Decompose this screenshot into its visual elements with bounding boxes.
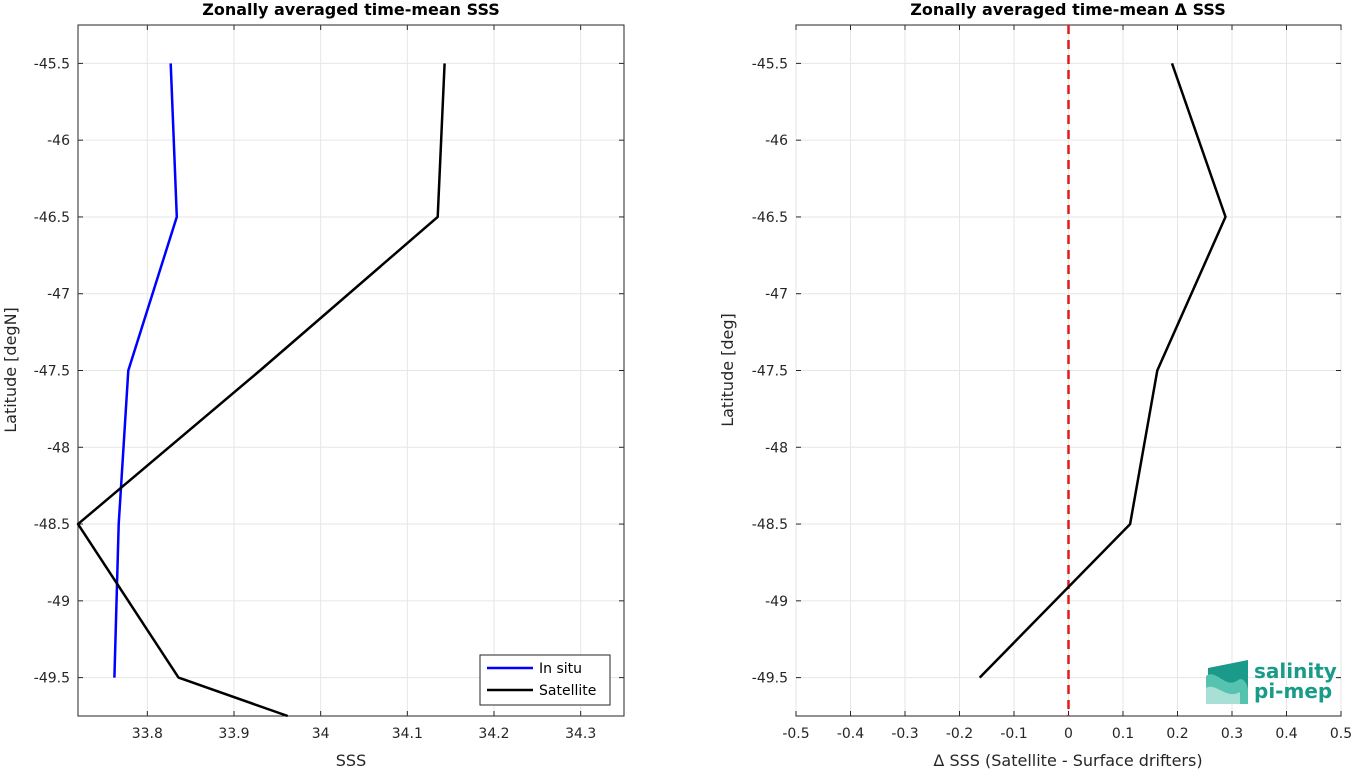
y-tick-label: -48 bbox=[47, 440, 70, 456]
y-tick-label: -46.5 bbox=[752, 210, 788, 226]
legend-box bbox=[479, 654, 611, 706]
x-tick-label: -0.3 bbox=[891, 726, 918, 742]
y-tick-label: -49.5 bbox=[752, 671, 788, 687]
x-tick-label: 34 bbox=[312, 726, 330, 742]
x-tick-label: -0.1 bbox=[1000, 726, 1027, 742]
x-tick-label: 34.3 bbox=[565, 726, 596, 742]
sss-x-axis-label: SSS bbox=[336, 751, 366, 769]
wave-icon bbox=[1206, 660, 1248, 704]
y-tick-label: -45.5 bbox=[752, 56, 788, 72]
sss-gridlines bbox=[78, 25, 624, 716]
x-tick-label: 33.9 bbox=[218, 726, 249, 742]
delta-sss-series-lines bbox=[978, 25, 1227, 716]
y-tick-label: -48 bbox=[765, 440, 788, 456]
y-tick-label: -49.5 bbox=[34, 671, 70, 687]
x-tick-label: 34.2 bbox=[478, 726, 509, 742]
x-tick-label: 34.1 bbox=[392, 726, 423, 742]
y-tick-label: -48.5 bbox=[34, 517, 70, 533]
delta-sss-chart-title: Zonally averaged time-mean Δ SSS bbox=[910, 0, 1226, 19]
sss-series-lines bbox=[76, 63, 446, 718]
x-tick-label: 0.3 bbox=[1221, 726, 1243, 742]
y-tick-label: -45.5 bbox=[34, 56, 70, 72]
y-tick-label: -47 bbox=[47, 287, 70, 303]
y-tick-label: -47.5 bbox=[34, 364, 70, 380]
y-tick-label: -48.5 bbox=[752, 517, 788, 533]
sss-chart-title: Zonally averaged time-mean SSS bbox=[202, 0, 500, 19]
x-tick-label: 0 bbox=[1064, 726, 1073, 742]
y-tick-label: -46.5 bbox=[34, 210, 70, 226]
x-tick-label: 0.1 bbox=[1112, 726, 1134, 742]
delta-sss-panel: Zonally averaged time-mean Δ SSS -0.5 -0.… bbox=[718, 0, 1352, 769]
y-tick-label: -46 bbox=[47, 133, 70, 149]
x-tick-label: 33.8 bbox=[132, 726, 163, 742]
legend-label-in-situ: In situ bbox=[539, 661, 582, 677]
x-tick-label: 0.4 bbox=[1275, 726, 1297, 742]
delta-sss-x-axis-label: Δ SSS (Satellite - Surface drifters) bbox=[933, 751, 1202, 769]
legend-label-satellite: Satellite bbox=[539, 683, 596, 699]
y-tick-label: -47 bbox=[765, 287, 788, 303]
x-tick-label: -0.4 bbox=[837, 726, 864, 742]
delta-sss-x-tick-labels: -0.5 -0.4 -0.3 -0.2 -0.1 0 0.1 0.2 0.3 0.4 0.5 bbox=[782, 726, 1352, 742]
logo-text-line2: pi-mep bbox=[1254, 679, 1332, 703]
y-tick-label: -47.5 bbox=[752, 364, 788, 380]
x-tick-label: -0.2 bbox=[946, 726, 973, 742]
y-tick-label: -49 bbox=[47, 594, 70, 610]
legend: In situ Satellite bbox=[479, 654, 611, 706]
x-tick-label: -0.5 bbox=[782, 726, 809, 742]
series-line-delta-sss bbox=[978, 62, 1227, 679]
logo-text-line1: salinity bbox=[1254, 659, 1337, 683]
delta-sss-y-tick-labels: -45.5 -46 -46.5 -47 -47.5 -48 -48.5 -49 -49.5 bbox=[752, 56, 788, 686]
salinity-pi-mep-logo: salinity pi-mep bbox=[1206, 659, 1337, 704]
sss-x-tick-labels: 33.8 33.9 34 34.1 34.2 34.3 bbox=[132, 726, 597, 742]
x-tick-label: 0.2 bbox=[1166, 726, 1188, 742]
sss-y-tick-labels: -45.5 -46 -46.5 -47 -47.5 -48 -48.5 -49 -49.5 bbox=[34, 56, 70, 686]
series-line-in-situ bbox=[113, 63, 179, 678]
x-tick-label: 0.5 bbox=[1330, 726, 1352, 742]
y-tick-label: -49 bbox=[765, 594, 788, 610]
y-tick-label: -46 bbox=[765, 133, 788, 149]
series-line-satellite bbox=[76, 63, 446, 718]
sss-panel: Zonally averaged time-mean SSS 33.8 33.9 3… bbox=[1, 0, 625, 769]
delta-sss-y-axis-label: Latitude [deg] bbox=[718, 313, 737, 427]
sss-y-axis-label: Latitude [degN] bbox=[1, 307, 20, 433]
